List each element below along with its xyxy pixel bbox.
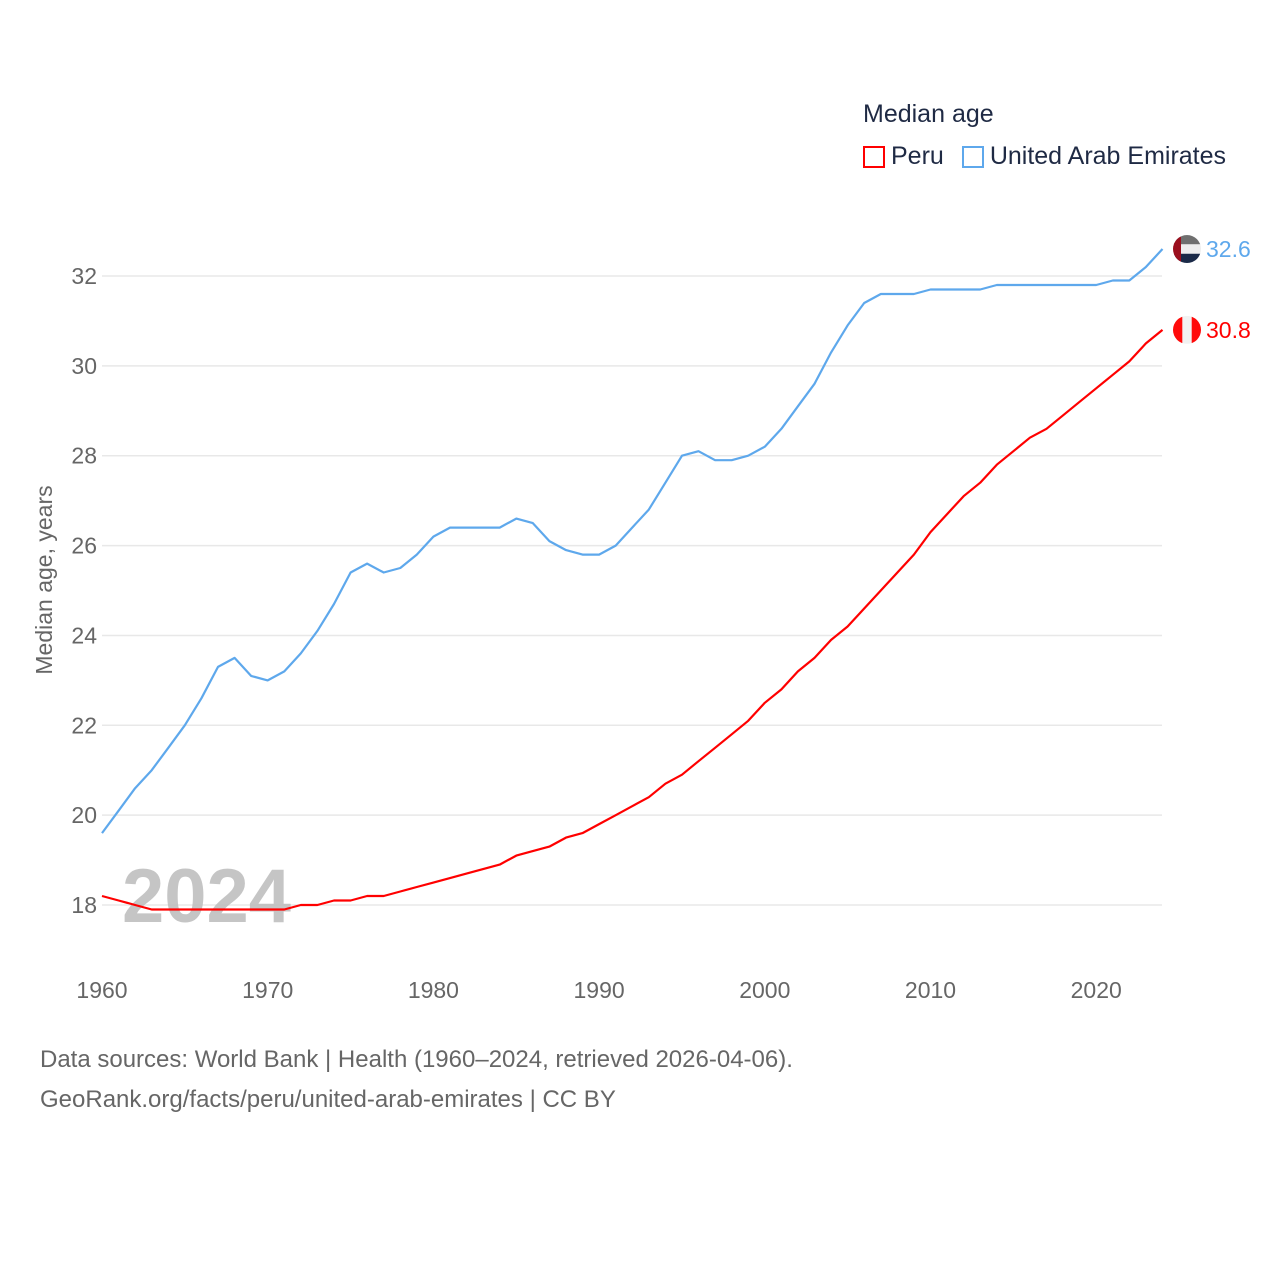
x-tick-label: 2010	[905, 977, 956, 1003]
legend-item-peru[interactable]: Peru	[863, 142, 944, 171]
x-tick-label: 1980	[408, 977, 459, 1003]
y-tick-label: 24	[71, 622, 97, 648]
uae-flag-icon	[1173, 235, 1201, 245]
legend-swatch-peru	[863, 145, 885, 168]
y-axis-label: Median age, years	[31, 485, 57, 674]
end-value-label: 30.8	[1206, 317, 1251, 343]
y-tick-label: 20	[71, 802, 97, 828]
series-line-uae	[101, 248, 1164, 834]
x-tick-label: 1970	[242, 977, 293, 1003]
uae-flag-hoist	[1173, 235, 1181, 264]
y-tick-label: 28	[71, 443, 97, 469]
y-tick-label: 30	[71, 353, 97, 379]
series-line-peru	[101, 329, 1164, 911]
year-watermark: 2024	[122, 854, 291, 939]
x-tick-label: 2000	[739, 977, 790, 1003]
peru-flag-stripe	[1173, 315, 1183, 344]
uae-flag-stripe	[1173, 244, 1201, 254]
y-tick-label: 26	[71, 533, 97, 559]
legend-label-uae: United Arab Emirates	[989, 142, 1227, 170]
legend-label-peru: Peru	[891, 142, 944, 170]
y-tick-label: 18	[71, 892, 97, 918]
y-tick-label: 22	[71, 712, 97, 738]
legend: Peru United Arab Emirates	[863, 142, 1244, 171]
uae-flag-stripe	[1173, 253, 1201, 264]
source-line-2[interactable]: GeoRank.org/facts/peru/united-arab-emira…	[40, 1086, 616, 1113]
legend-swatch-uae	[961, 145, 984, 168]
x-tick-label: 1990	[574, 977, 625, 1003]
legend-title: Median age	[863, 100, 994, 128]
source-line-1: Data sources: World Bank | Health (1960–…	[40, 1046, 793, 1073]
end-value-label: 32.6	[1206, 236, 1251, 262]
x-tick-label: 1960	[76, 977, 127, 1003]
x-tick-label: 2020	[1071, 977, 1122, 1003]
legend-item-uae[interactable]: United Arab Emirates	[961, 142, 1227, 171]
peru-flag-stripe	[1191, 315, 1201, 344]
y-tick-label: 32	[71, 263, 97, 289]
